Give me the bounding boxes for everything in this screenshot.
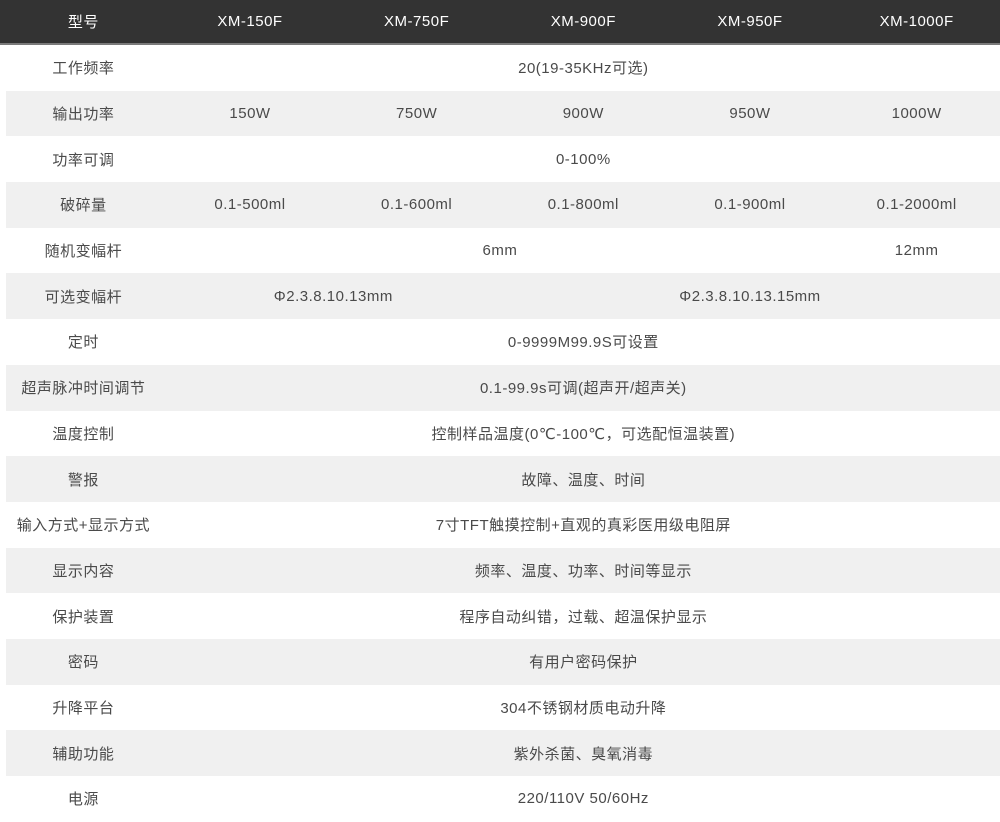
table-row: 工作频率 20(19-35KHz可选): [0, 44, 1000, 91]
header-cell-xm150f: XM-150F: [166, 0, 334, 45]
row-value: 220/110V 50/60Hz: [517, 790, 649, 808]
row-value: 150W: [166, 90, 334, 137]
row-label: 输入方式+显示方式: [16, 517, 150, 535]
row-value: Φ2.3.8.10.13mm: [166, 273, 500, 320]
row-value: 7寸TFT触摸控制+直观的真彩医用级电阻屏: [435, 517, 731, 535]
table-header-row: 型号 XM-150F XM-750F XM-900F XM-950F XM-10…: [0, 0, 1000, 45]
row-value: 有用户密码保护: [166, 638, 1000, 685]
row-value: 0.1-600ml: [333, 182, 500, 228]
row-value: 1000W: [833, 90, 1000, 137]
header-cell-model: 型号: [0, 0, 167, 45]
row-value: 6mm: [482, 242, 518, 260]
row-label: 破碎量: [0, 182, 167, 228]
row-label: 定时: [67, 334, 99, 352]
header-cell-xm950f: XM-950F: [666, 0, 834, 45]
row-value: 频率、温度、功率、时间等显示: [166, 547, 1000, 594]
row-value: 紫外杀菌、臭氧消毒: [166, 730, 1000, 776]
row-value: 0.1-99.9s可调(超声开/超声关): [166, 364, 1000, 411]
row-label: 保护装置: [52, 608, 115, 626]
row-label: 辅助功能: [0, 730, 167, 776]
header-cell-xm900f: XM-900F: [499, 0, 667, 45]
table-row: 辅助功能 紫外杀菌、臭氧消毒: [0, 730, 1000, 776]
table-row: 警报 故障、温度、时间: [0, 456, 1000, 502]
row-value: 控制样品温度(0℃-100℃，可选配恒温装置): [431, 425, 736, 443]
row-label: 可选变幅杆: [0, 273, 167, 320]
table-row: 电源 220/110V 50/60Hz: [0, 776, 1000, 822]
table-row: 破碎量 0.1-500ml 0.1-600ml 0.1-800ml 0.1-90…: [0, 182, 1000, 228]
row-label: 密码: [0, 638, 167, 685]
row-label: 输出功率: [0, 90, 167, 137]
table-row: 功率可调 0-100%: [0, 136, 1000, 182]
header-cell-xm1000f: XM-1000F: [833, 0, 1000, 45]
row-label: 功率可调: [52, 151, 115, 169]
row-value: 0.1-900ml: [666, 182, 834, 228]
header-cell-xm750f: XM-750F: [333, 0, 500, 45]
row-label: 温度控制: [52, 425, 115, 443]
row-value: 304不锈钢材质电动升降: [500, 699, 667, 717]
row-value: 故障、温度、时间: [166, 456, 1000, 502]
table-row: 可选变幅杆 Φ2.3.8.10.13mm Φ2.3.8.10.13.15mm: [0, 273, 1000, 320]
table-row: 输出功率 150W 750W 900W 950W 1000W: [0, 90, 1000, 137]
table-row: 随机变幅杆 6mm 12mm: [0, 228, 1000, 274]
row-label: 工作频率: [52, 60, 115, 78]
table-row: 输入方式+显示方式 7寸TFT触摸控制+直观的真彩医用级电阻屏: [0, 502, 1000, 548]
row-value: 12mm: [894, 242, 939, 260]
table-row: 升降平台 304不锈钢材质电动升降: [0, 685, 1000, 731]
row-value: 0.1-800ml: [499, 182, 667, 228]
row-value: 900W: [499, 90, 667, 137]
row-label: 显示内容: [0, 547, 167, 594]
row-label: 电源: [67, 791, 99, 809]
row-label: 升降平台: [52, 699, 115, 717]
table-row: 超声脉冲时间调节 0.1-99.9s可调(超声开/超声关): [0, 364, 1000, 411]
row-value: 0-9999M99.9S可设置: [507, 334, 659, 352]
table-row: 显示内容 频率、温度、功率、时间等显示: [0, 547, 1000, 594]
row-label: 超声脉冲时间调节: [0, 364, 167, 411]
row-value: 750W: [333, 90, 500, 137]
table-row: 定时 0-9999M99.9S可设置: [0, 319, 1000, 365]
row-value: 950W: [666, 90, 834, 137]
table-row: 保护装置 程序自动纠错，过载、超温保护显示: [0, 593, 1000, 639]
row-label: 警报: [0, 456, 167, 502]
row-value: 0-100%: [555, 150, 611, 168]
row-value: 程序自动纠错，过载、超温保护显示: [459, 608, 708, 626]
table-row: 密码 有用户密码保护: [0, 638, 1000, 685]
row-value: Φ2.3.8.10.13.15mm: [499, 273, 1000, 320]
row-value: 0.1-2000ml: [833, 182, 1000, 228]
table-row: 温度控制 控制样品温度(0℃-100℃，可选配恒温装置): [0, 411, 1000, 457]
row-value: 0.1-500ml: [166, 182, 334, 228]
row-value: 20(19-35KHz可选): [518, 60, 649, 78]
row-label: 随机变幅杆: [44, 243, 123, 261]
